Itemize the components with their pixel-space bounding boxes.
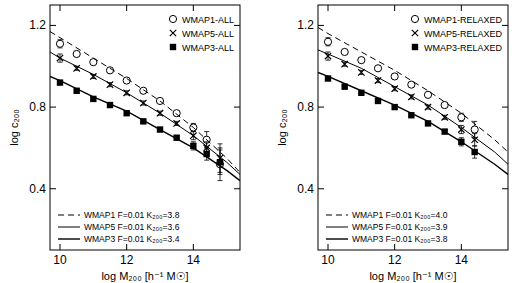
x-tick-label: 12 — [120, 253, 134, 267]
data-area — [50, 32, 240, 181]
x-tick — [126, 5, 127, 11]
x-tick — [328, 5, 329, 11]
x-tick-label: 14 — [187, 253, 201, 267]
legend: WMAP1 F=0.01 K₂₀₀=3.8 WMAP5 F=0.01 K₂₀₀=3… — [58, 210, 180, 244]
model-line — [50, 76, 240, 180]
x-axis-title: log M₂₀₀ [h⁻¹ M☉] — [101, 270, 188, 282]
y-tick — [50, 107, 56, 108]
legend-swatch — [58, 238, 80, 239]
panel: 10 12 14 0.4 0.8 1.2 log M₂₀₀ [h⁻¹ M☉] log c₂₀₀… — [276, 5, 508, 282]
legend: WMAP1 F=0.01 K₂₀₀=4.0 WMAP5 F=0.01 K₂₀₀=3… — [326, 210, 448, 244]
legend-swatch — [411, 15, 418, 22]
y-tick-label: 1.2 — [29, 18, 46, 32]
legend-label: WMAP5 F=0.01 K₂₀₀=3.6 — [84, 222, 180, 232]
x-axis-title: log M₂₀₀ [h⁻¹ M☉] — [369, 270, 456, 282]
x-tick-label: 10 — [321, 253, 335, 267]
x-tick — [394, 244, 395, 250]
data-point — [140, 87, 147, 94]
legend: WMAP1-RELAXED WMAP5-RELAXED WMAP3-RELAXED — [411, 15, 502, 53]
legend-label: WMAP5-ALL — [182, 29, 234, 39]
legend-swatch — [412, 30, 418, 36]
x-tick-label: 14 — [455, 253, 469, 267]
legend-swatch — [58, 215, 80, 216]
y-tick-label: 1.2 — [297, 18, 314, 32]
y-tick — [318, 25, 324, 26]
y-axis-title: log c₂₀₀ — [8, 109, 20, 146]
y-tick-label: 0.4 — [297, 182, 314, 196]
figure: 10 12 14 0.4 0.8 1.2 log M₂₀₀ [h⁻¹ M☉] log c₂₀₀… — [0, 0, 529, 283]
y-tick-label: 0.8 — [297, 100, 314, 114]
model-line — [318, 72, 508, 174]
x-tick-label: 12 — [388, 253, 402, 267]
model-line — [318, 27, 508, 152]
legend-swatch — [326, 227, 348, 228]
legend-label: WMAP1 F=0.01 K₂₀₀=4.0 — [352, 210, 448, 220]
data-point — [358, 57, 365, 64]
x-tick — [193, 244, 194, 250]
legend-label: WMAP1-RELAXED — [424, 15, 503, 25]
y-tick — [234, 188, 240, 189]
legend-swatch — [326, 238, 348, 239]
data-point — [341, 48, 348, 55]
y-axis-title: log c₂₀₀ — [276, 109, 288, 146]
data-point — [441, 101, 448, 108]
legend-label: WMAP3 F=0.01 K₂₀₀=3.8 — [352, 234, 448, 244]
legend-label: WMAP1-ALL — [182, 15, 234, 25]
data-point — [324, 38, 331, 45]
panel: 10 12 14 0.4 0.8 1.2 log M₂₀₀ [h⁻¹ M☉] log c₂₀₀… — [8, 5, 240, 282]
y-tick — [234, 25, 240, 26]
legend-label: WMAP3-RELAXED — [424, 43, 503, 53]
y-tick — [50, 188, 56, 189]
data-point — [471, 126, 478, 133]
legend-label: WMAP3 F=0.01 K₂₀₀=3.4 — [84, 234, 180, 244]
legend-swatch — [412, 44, 418, 50]
x-tick — [60, 244, 61, 250]
legend-swatch — [169, 15, 176, 22]
x-tick — [126, 244, 127, 250]
x-tick — [328, 244, 329, 250]
legend-swatch — [58, 227, 80, 228]
plot-frame — [318, 5, 508, 250]
legend-swatch — [170, 44, 176, 50]
x-tick — [461, 5, 462, 11]
data-point — [374, 65, 381, 72]
data-point — [391, 73, 398, 80]
x-tick — [461, 244, 462, 250]
legend-label: WMAP5 F=0.01 K₂₀₀=3.9 — [352, 222, 448, 232]
y-tick — [502, 188, 508, 189]
y-tick — [502, 25, 508, 26]
legend-label: WMAP1 F=0.01 K₂₀₀=3.8 — [84, 210, 180, 220]
x-tick — [60, 5, 61, 11]
legend-swatch — [326, 215, 348, 216]
y-tick — [50, 25, 56, 26]
model-line — [318, 50, 508, 164]
data-point — [73, 50, 80, 57]
y-tick-label: 0.4 — [29, 182, 46, 196]
data-point — [56, 40, 63, 47]
x-tick-label: 10 — [53, 253, 67, 267]
legend: WMAP1-ALL WMAP5-ALL WMAP3-ALL — [169, 15, 234, 53]
y-tick — [502, 107, 508, 108]
legend-label: WMAP5-RELAXED — [424, 29, 503, 39]
y-tick — [318, 107, 324, 108]
data-point — [358, 69, 364, 75]
x-tick — [193, 5, 194, 11]
plot-frame — [50, 5, 240, 250]
data-point — [424, 91, 431, 98]
model-line — [50, 52, 240, 175]
y-tick — [318, 188, 324, 189]
legend-swatch — [170, 30, 176, 36]
x-tick — [394, 5, 395, 11]
legend-label: WMAP3-ALL — [182, 43, 234, 53]
data-area — [318, 27, 508, 174]
y-tick-label: 0.8 — [29, 100, 46, 114]
y-tick — [234, 107, 240, 108]
model-line — [50, 32, 240, 173]
